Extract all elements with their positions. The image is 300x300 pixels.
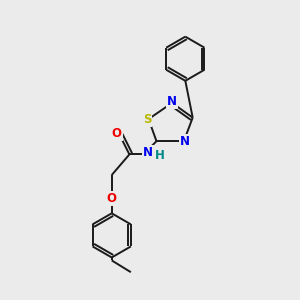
- Text: N: N: [167, 95, 177, 108]
- Text: O: O: [112, 127, 122, 140]
- Text: O: O: [107, 192, 117, 205]
- Text: H: H: [155, 149, 165, 162]
- Text: N: N: [180, 135, 190, 148]
- Text: S: S: [143, 112, 151, 126]
- Text: N: N: [143, 146, 153, 159]
